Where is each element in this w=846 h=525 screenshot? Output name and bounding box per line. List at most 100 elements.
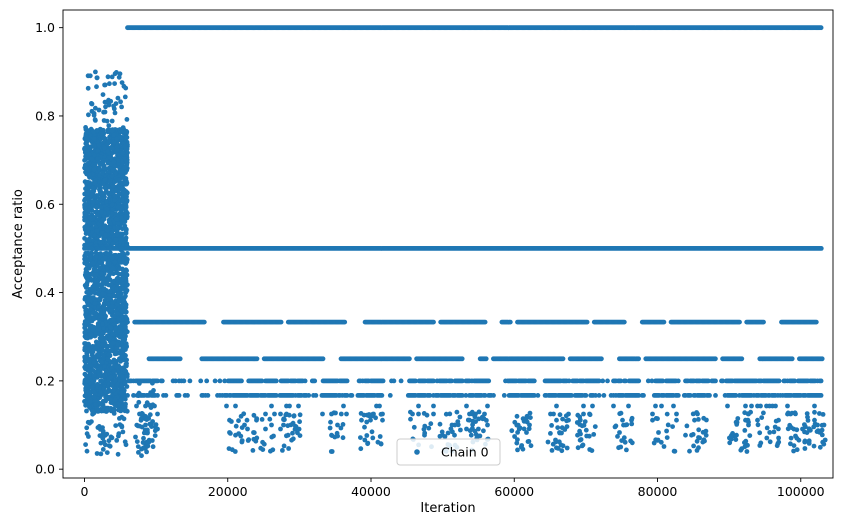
data-point	[103, 104, 108, 110]
data-point	[93, 272, 99, 278]
data-point	[113, 211, 119, 217]
data-point	[115, 311, 121, 317]
data-point	[113, 423, 119, 428]
data-point	[90, 408, 95, 414]
data-point	[110, 183, 116, 189]
data-point	[89, 101, 95, 107]
data-point	[93, 105, 98, 111]
data-point	[320, 356, 326, 362]
data-point	[106, 123, 112, 128]
data-point	[100, 92, 106, 97]
data-point	[87, 399, 93, 405]
data-point	[115, 451, 121, 457]
data-point	[111, 369, 117, 374]
data-point	[89, 156, 95, 162]
data-point	[84, 431, 90, 437]
data-point	[119, 321, 125, 327]
data-point	[84, 142, 90, 148]
data-point	[85, 378, 90, 384]
data-point	[118, 325, 123, 331]
data-point	[83, 309, 89, 314]
data-point	[105, 356, 111, 362]
data-point	[114, 147, 120, 153]
data-point	[102, 223, 108, 229]
data-point	[96, 352, 101, 358]
data-point	[125, 251, 130, 256]
data-point	[90, 221, 96, 226]
data-point	[119, 80, 125, 85]
data-point	[201, 319, 207, 325]
data-point	[112, 110, 118, 116]
data-point	[312, 378, 318, 384]
data-point	[83, 335, 89, 341]
data-point	[110, 331, 116, 337]
data-point	[91, 136, 97, 142]
data-point	[600, 378, 606, 384]
data-point	[87, 73, 93, 79]
data-point	[91, 143, 97, 149]
data-point	[106, 217, 112, 223]
data-point	[86, 358, 92, 364]
data-point	[87, 172, 92, 178]
data-point	[204, 378, 210, 384]
data-point	[117, 334, 123, 340]
data-point	[106, 296, 111, 302]
data-point	[95, 291, 101, 297]
data-point	[108, 325, 114, 331]
data-point	[101, 109, 106, 115]
data-point	[119, 215, 124, 221]
data-point	[107, 443, 113, 449]
data-point	[105, 266, 110, 271]
data-point	[117, 177, 123, 182]
data-point	[100, 428, 106, 434]
data-point	[117, 257, 123, 263]
data-point	[122, 94, 128, 100]
data-point	[636, 356, 641, 362]
data-point	[113, 349, 119, 354]
data-point	[119, 104, 124, 110]
data-point	[87, 215, 93, 221]
data-points	[82, 25, 828, 459]
data-point	[122, 368, 128, 373]
data-point	[94, 228, 100, 233]
data-point	[86, 112, 91, 118]
data-point	[107, 178, 113, 184]
data-point	[114, 136, 120, 142]
data-point	[107, 289, 113, 294]
data-point	[116, 271, 122, 277]
data-point	[531, 378, 537, 384]
data-point	[86, 347, 92, 352]
data-point	[84, 425, 90, 431]
data-point	[90, 185, 96, 191]
data-point	[813, 319, 819, 325]
data-point	[102, 82, 107, 88]
data-point	[95, 156, 101, 161]
data-point	[114, 70, 119, 75]
data-point	[217, 378, 223, 384]
data-point	[93, 278, 99, 283]
data-point	[91, 316, 97, 322]
data-point	[97, 166, 102, 172]
data-point	[119, 169, 125, 174]
data-point	[112, 197, 117, 203]
data-point	[93, 310, 99, 316]
data-point	[82, 321, 87, 327]
data-point	[119, 266, 125, 272]
data-point	[102, 99, 108, 105]
data-point	[486, 378, 492, 384]
data-point	[119, 390, 124, 396]
data-point	[85, 190, 90, 196]
data-point	[94, 451, 100, 456]
data-point	[124, 180, 130, 186]
data-point	[115, 95, 121, 101]
data-point	[109, 383, 115, 388]
data-point	[92, 233, 97, 238]
data-point	[636, 378, 642, 384]
data-point	[106, 261, 112, 266]
data-point	[123, 293, 128, 299]
data-point	[86, 128, 91, 134]
data-point	[104, 407, 110, 413]
data-point	[177, 356, 183, 362]
data-point	[84, 408, 89, 414]
